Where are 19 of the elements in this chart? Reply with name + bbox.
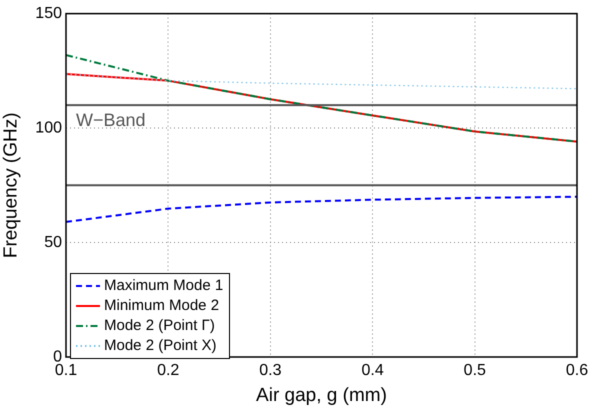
legend-label: Maximum Mode 1 (104, 276, 224, 296)
x-tick-label: 0.1 (54, 362, 78, 380)
x-tick-label: 0.4 (361, 362, 384, 380)
legend-label: Minimum Mode 2 (104, 296, 220, 316)
line-series (66, 54, 577, 143)
legend-label: Mode 2 (Point X) (104, 336, 217, 356)
y-axis-title: Frequency (GHz) (0, 112, 22, 258)
y-tick-label: 50 (44, 234, 62, 251)
x-tick-label: 0.6 (566, 362, 588, 380)
ref-line-label: W−Band (76, 110, 146, 130)
line-series (66, 196, 577, 223)
y-tick-label: 100 (35, 119, 62, 136)
legend-label: Mode 2 (Point Γ) (104, 316, 215, 336)
line-series (66, 73, 577, 90)
x-tick-label: 0.3 (259, 362, 282, 380)
x-tick-label: 0.5 (464, 362, 486, 380)
y-tick-label: 150 (35, 5, 62, 22)
x-axis-title: Air gap, g (mm) (256, 384, 387, 406)
x-tick-label: 0.2 (157, 362, 180, 380)
